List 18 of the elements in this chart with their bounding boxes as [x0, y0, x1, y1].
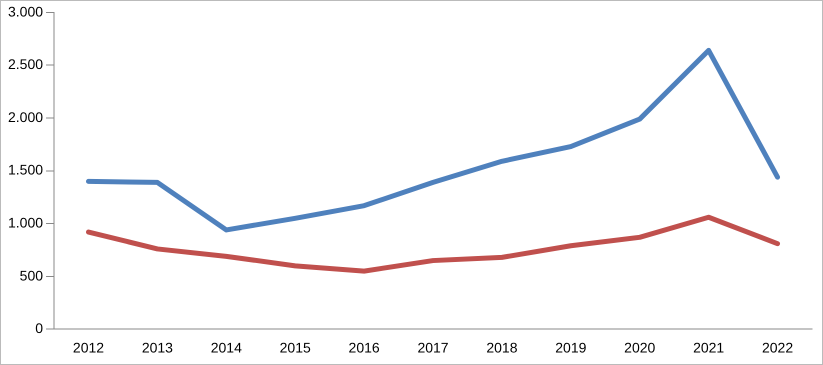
- y-tick-label: 1.500: [8, 162, 44, 178]
- x-tick-label: 2021: [693, 339, 724, 356]
- x-tick-label: 2019: [555, 339, 587, 356]
- y-tick-label: 0: [35, 320, 44, 336]
- x-tick-label: 2012: [72, 339, 104, 356]
- y-tick-label: 2.500: [8, 56, 44, 72]
- x-tick-label: 2018: [486, 339, 518, 356]
- x-tick-label: 2020: [624, 339, 656, 356]
- y-tick-label: 500: [20, 267, 44, 284]
- y-tick-label: 1.000: [8, 214, 44, 230]
- x-tick-label: 2016: [348, 339, 380, 356]
- x-tick-label: 2022: [762, 339, 794, 356]
- x-tick-label: 2013: [142, 339, 174, 356]
- x-tick-label: 2017: [417, 339, 449, 356]
- y-tick-label: 2.000: [8, 108, 44, 125]
- x-tick-label: 2015: [280, 339, 311, 356]
- y-tick-label: 3.000: [8, 3, 44, 20]
- x-tick-label: 2014: [210, 339, 242, 356]
